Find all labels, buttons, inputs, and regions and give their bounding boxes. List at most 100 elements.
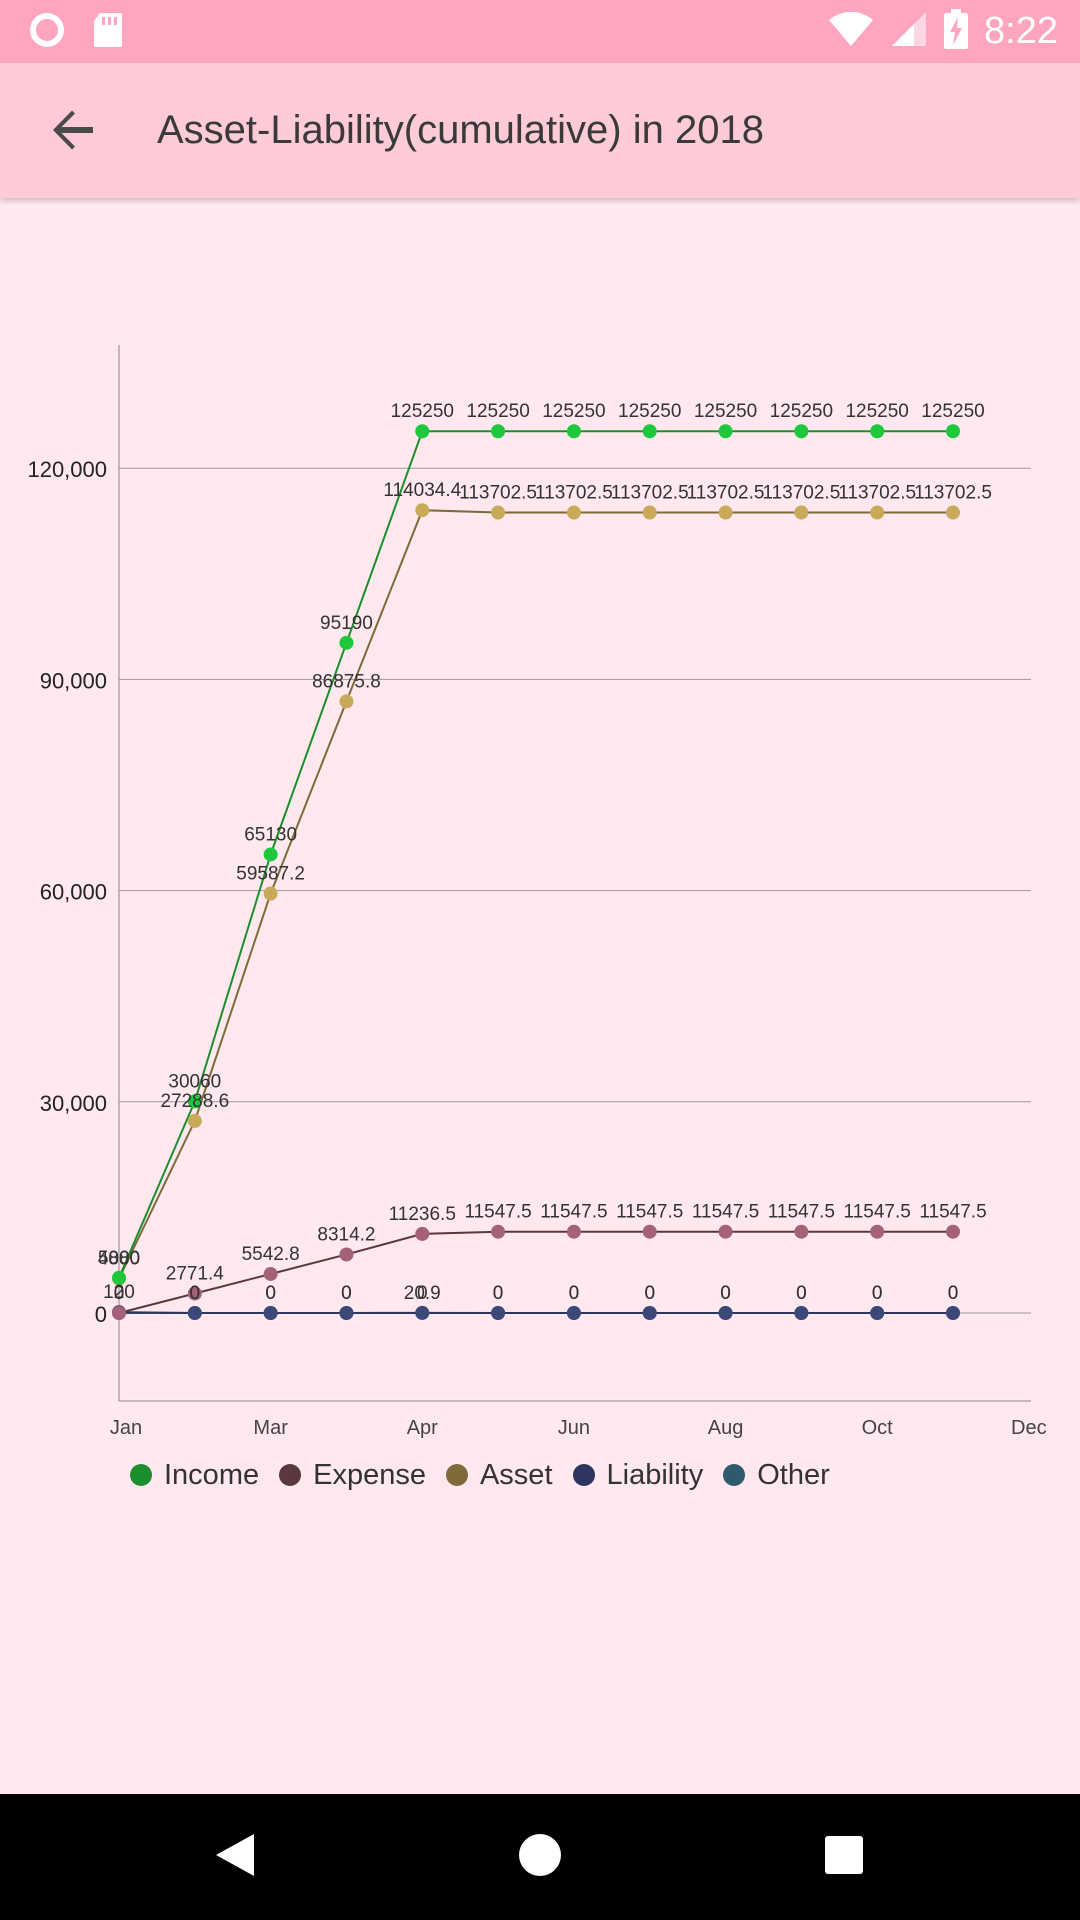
data-point-asset [339, 694, 354, 709]
legend-item-liability: Liability [572, 1459, 703, 1492]
data-point-expense [263, 1266, 278, 1281]
data-point-liability [946, 1306, 960, 1320]
data-label-expense: 11547.5 [919, 1202, 986, 1223]
legend-label: Expense [313, 1458, 426, 1491]
arrow-back-icon [49, 106, 97, 159]
x-tick-label: Jan [110, 1417, 142, 1439]
battery-charging-icon [944, 9, 969, 54]
nav-recents-square-icon [824, 1835, 864, 1880]
data-label-income: 125250 [845, 401, 908, 422]
page-title: Asset-Liability(cumulative) in 2018 [157, 108, 764, 152]
data-point-income [566, 424, 581, 439]
data-point-asset [491, 505, 506, 520]
data-point-asset [870, 505, 885, 520]
data-label-other: 0 [720, 1283, 731, 1304]
status-time: 8:22 [984, 10, 1058, 52]
data-label-expense: 11547.5 [844, 1202, 911, 1223]
data-point-expense [870, 1224, 885, 1239]
nav-back-button[interactable] [200, 1822, 270, 1892]
data-point-liability [263, 1306, 278, 1320]
data-label-liability: 0 [190, 1283, 201, 1304]
x-tick-label: Oct [862, 1417, 894, 1439]
data-label-asset: 113702.5 [687, 483, 765, 504]
data-label-asset: 59587.2 [236, 864, 305, 885]
legend-item-other: Other [723, 1459, 830, 1492]
legend-dot [279, 1464, 302, 1486]
data-point-income [642, 424, 657, 439]
y-tick-label: 120,000 [27, 457, 107, 482]
data-point-income [415, 424, 430, 439]
data-label-expense: 11547.5 [692, 1202, 759, 1223]
data-point-income [794, 424, 809, 439]
data-label-income: 125250 [542, 401, 605, 422]
navigation-bar [0, 1794, 1080, 1920]
x-tick-label: Jun [558, 1417, 590, 1439]
legend-dot [723, 1464, 746, 1486]
data-label-other: 0 [341, 1283, 352, 1304]
y-tick-label: 60,000 [40, 880, 107, 905]
data-point-asset [794, 505, 809, 520]
data-label-income: 5000 [98, 1248, 140, 1269]
status-system: 8:22 [828, 0, 1058, 63]
data-label-other: 0 [114, 1283, 125, 1304]
data-label-income: 125250 [391, 401, 454, 422]
y-tick-label: 90,000 [40, 668, 107, 693]
data-point-asset [415, 503, 430, 518]
data-point-expense [718, 1224, 733, 1239]
data-label-asset: 113702.5 [838, 483, 916, 504]
x-tick-label: Dec [1011, 1417, 1047, 1439]
data-label-other: 0 [493, 1283, 504, 1304]
data-point-asset [263, 886, 278, 901]
line-chart: 0 30,000 60,000 90,000 120,000 Jan Mar Apr Jun Au… [27, 345, 1047, 1439]
chart-grid [119, 467, 1031, 1314]
data-label-income: 125250 [770, 401, 833, 422]
data-label-liability: 0 [872, 1283, 883, 1304]
legend-item-asset: Asset [445, 1458, 553, 1492]
data-point-liability [870, 1306, 885, 1320]
nav-recents-button[interactable] [809, 1822, 879, 1892]
data-point-liability [718, 1306, 733, 1320]
series-line-liability [118, 1311, 953, 1314]
data-point-liability [187, 1306, 202, 1320]
data-label-liability: 0 [569, 1283, 580, 1304]
data-label-other: 0 [796, 1283, 807, 1304]
data-label-asset: 4880 [98, 1249, 140, 1270]
data-point-liability [794, 1306, 809, 1320]
data-point-liability [415, 1305, 430, 1320]
data-label-expense: 11547.5 [768, 1202, 835, 1223]
legend-label: Asset [479, 1458, 553, 1491]
data-label-income: 125250 [921, 401, 984, 422]
legend-label: Other [757, 1458, 830, 1491]
chart-data-points [112, 424, 960, 1320]
data-point-expense [642, 1224, 657, 1239]
series-line-asset [118, 509, 953, 1280]
data-label-expense: 11547.5 [540, 1202, 607, 1223]
data-point-expense [566, 1224, 581, 1239]
nav-home-button[interactable] [505, 1822, 575, 1892]
data-label-other: 0 [569, 1283, 580, 1304]
back-button[interactable] [34, 93, 112, 171]
chart-legend: Income Expense Asset Liability Other [130, 1455, 830, 1495]
data-label-liability: 0 [265, 1283, 276, 1304]
data-label-asset: 27288.6 [160, 1091, 229, 1112]
data-label-liability: 0 [644, 1283, 655, 1304]
data-label-expense: 2771.4 [166, 1263, 225, 1284]
data-point-liability [642, 1306, 657, 1320]
sd-card-icon [92, 11, 124, 54]
data-label-other: 0 [872, 1283, 883, 1304]
nav-home-circle-icon [517, 1832, 563, 1883]
data-label-asset: 86875.8 [312, 671, 381, 692]
data-point-expense [112, 1306, 126, 1320]
data-point-income [263, 847, 278, 862]
data-label-asset: 113702.5 [762, 483, 840, 504]
data-point-income [491, 424, 506, 439]
data-point-asset [946, 505, 960, 520]
data-point-income [718, 424, 733, 439]
chart-axes: 0 30,000 60,000 90,000 120,000 Jan Mar Apr Jun Au… [27, 345, 1047, 1439]
data-label-expense: 11547.5 [616, 1202, 683, 1223]
data-label-expense: 0 [114, 1283, 125, 1304]
data-label-expense: 11547.5 [464, 1202, 531, 1223]
data-label-asset: 113702.5 [459, 483, 537, 504]
data-label-liability: 0 [720, 1283, 731, 1304]
